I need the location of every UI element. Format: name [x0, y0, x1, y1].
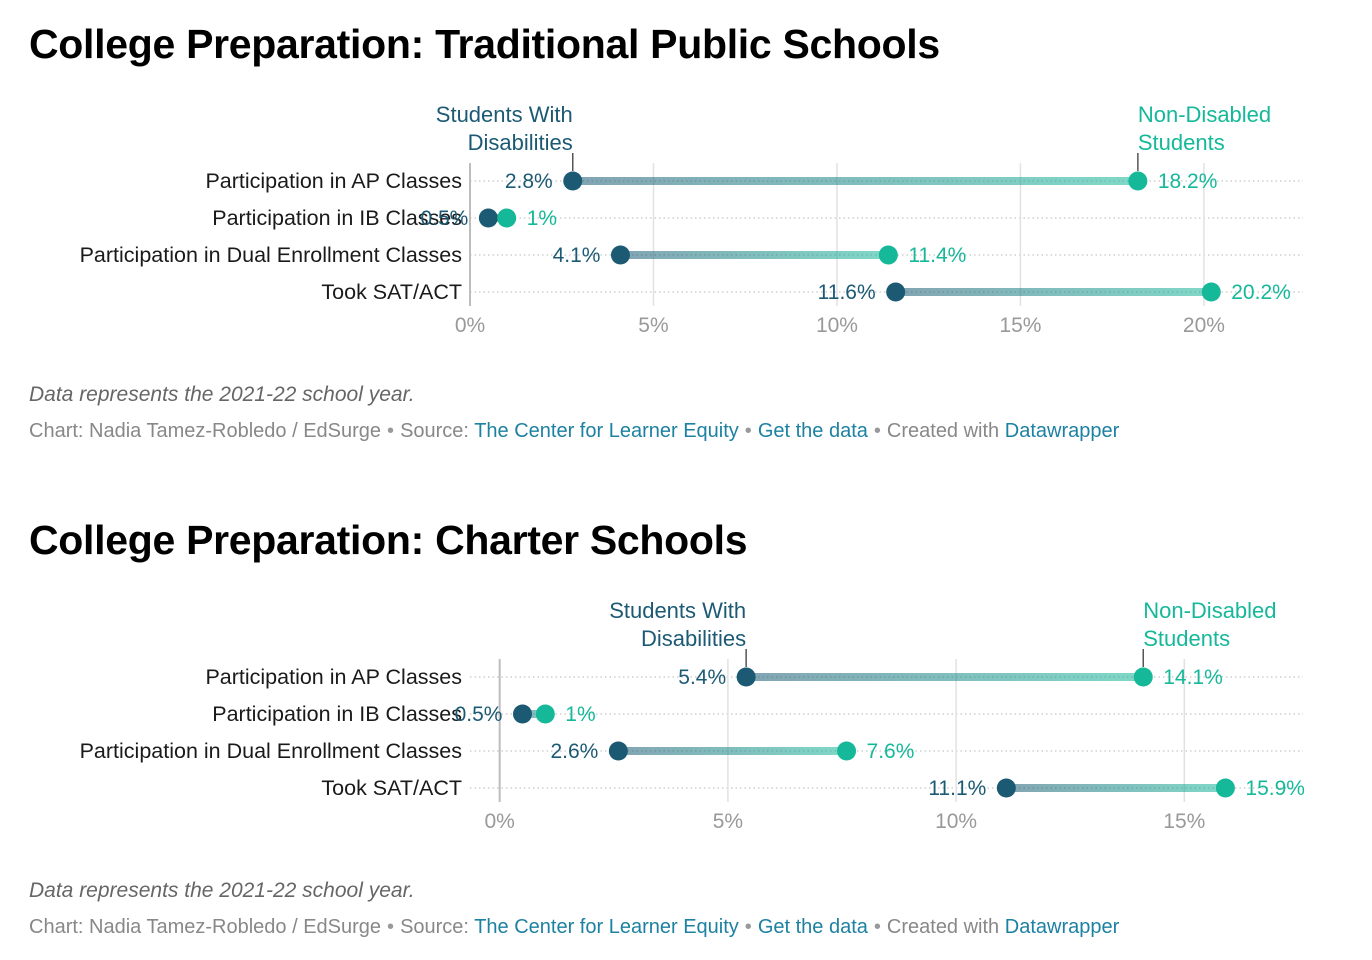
value-label-disabled: 2.8%	[505, 170, 553, 193]
dot-non-disabled-students[interactable]	[497, 208, 517, 228]
dot-students-with-disabilities[interactable]	[608, 741, 628, 761]
dot-non-disabled-students[interactable]	[837, 741, 857, 761]
legend-students-with-disabilities: Disabilities	[468, 130, 573, 155]
value-label-disabled: 0.5%	[455, 703, 503, 726]
category-label: Participation in Dual Enrollment Classes	[80, 243, 462, 267]
x-tick-label: 10%	[816, 314, 858, 337]
range-bar	[572, 177, 1138, 185]
legend-non-disabled-students: Students	[1143, 626, 1230, 651]
created-prefix: Created with	[886, 916, 1000, 938]
footer-separator: •	[744, 420, 752, 442]
range-bar	[618, 747, 847, 755]
chart-credit: Chart: Nadia Tamez-Robledo / EdSurge	[29, 420, 382, 442]
x-tick-label: 15%	[1163, 810, 1205, 833]
legend-students-with-disabilities: Students With	[436, 102, 573, 127]
category-label: Participation in IB Classes	[212, 206, 462, 230]
chart-credit: Chart: Nadia Tamez-Robledo / EdSurge	[29, 916, 382, 938]
dot-non-disabled-students[interactable]	[535, 704, 555, 724]
footer-separator: •	[873, 420, 881, 442]
value-label-non-disabled: 1%	[527, 207, 557, 230]
category-label: Participation in AP Classes	[205, 169, 462, 193]
range-bar	[620, 251, 889, 259]
chart-charter-schools: College Preparation: Charter Schools 0% 5…	[0, 496, 1372, 960]
category-label: Participation in AP Classes	[205, 665, 462, 689]
range-bar	[746, 673, 1144, 681]
legend-non-disabled-students: Non-Disabled	[1138, 102, 1271, 127]
category-label: Participation in IB Classes	[212, 702, 462, 726]
dot-non-disabled-students[interactable]	[878, 245, 898, 265]
chart-title: College Preparation: Traditional Public …	[29, 21, 940, 67]
get-data-link[interactable]: Get the data	[757, 916, 868, 938]
get-data-link[interactable]: Get the data	[757, 420, 868, 442]
dot-students-with-disabilities[interactable]	[563, 171, 583, 191]
value-label-disabled: 2.6%	[550, 740, 598, 763]
legend-non-disabled-students: Students	[1138, 130, 1225, 155]
dot-range-plot: 0% 5% 10% 15% 20% Participation in AP Classes…	[80, 102, 1303, 337]
value-label-disabled: 4.1%	[553, 244, 601, 267]
footer-separator: •	[873, 916, 881, 938]
range-bar	[522, 710, 546, 718]
category-label: Participation in Dual Enrollment Classes	[80, 739, 462, 763]
dot-students-with-disabilities[interactable]	[610, 245, 630, 265]
dot-range-plot: 0% 5% 10% 15% Participation in AP Classes Par…	[80, 598, 1305, 833]
x-tick-label: 5%	[638, 314, 668, 337]
value-label-disabled: 11.1%	[928, 777, 986, 800]
value-label-disabled: 11.6%	[818, 281, 876, 304]
datawrapper-link[interactable]: Datawrapper	[1004, 916, 1120, 938]
source-link[interactable]: The Center for Learner Equity	[474, 916, 739, 938]
value-label-non-disabled: 14.1%	[1163, 666, 1223, 689]
value-label-non-disabled: 15.9%	[1245, 777, 1305, 800]
x-tick-label: 5%	[713, 810, 743, 833]
dot-students-with-disabilities[interactable]	[736, 667, 756, 687]
datawrapper-link[interactable]: Datawrapper	[1004, 420, 1120, 442]
x-tick-label: 20%	[1183, 314, 1225, 337]
value-label-disabled: 0.5%	[420, 207, 468, 230]
value-label-non-disabled: 7.6%	[867, 740, 915, 763]
source-prefix: Source:	[400, 420, 469, 442]
x-tick-label: 10%	[935, 810, 977, 833]
dot-students-with-disabilities[interactable]	[512, 704, 532, 724]
legend-non-disabled-students: Non-Disabled	[1143, 598, 1276, 623]
dot-students-with-disabilities[interactable]	[478, 208, 498, 228]
dot-non-disabled-students[interactable]	[1215, 778, 1235, 798]
chart-footer: Chart: Nadia Tamez-Robledo / EdSurge • Sou…	[29, 420, 1119, 443]
footer-separator: •	[387, 420, 395, 442]
x-tick-label: 0%	[455, 314, 485, 337]
source-link[interactable]: The Center for Learner Equity	[474, 420, 739, 442]
footer-separator: •	[387, 916, 395, 938]
chart-traditional-public-schools: College Preparation: Traditional Public …	[29, 21, 1303, 443]
category-label: Took SAT/ACT	[321, 280, 462, 304]
range-bar	[1006, 784, 1226, 792]
x-tick-label: 0%	[484, 810, 514, 833]
legend-students-with-disabilities: Students With	[609, 598, 746, 623]
dot-non-disabled-students[interactable]	[1133, 667, 1153, 687]
source-prefix: Source:	[400, 916, 469, 938]
value-label-non-disabled: 11.4%	[908, 244, 966, 267]
dot-students-with-disabilities[interactable]	[886, 282, 906, 302]
chart-footer: Chart: Nadia Tamez-Robledo / EdSurge • Sou…	[29, 916, 1119, 939]
dot-non-disabled-students[interactable]	[1201, 282, 1221, 302]
chart-note: Data represents the 2021-22 school year.	[29, 879, 415, 902]
value-label-non-disabled: 1%	[565, 703, 595, 726]
dot-students-with-disabilities[interactable]	[996, 778, 1016, 798]
value-label-non-disabled: 18.2%	[1158, 170, 1218, 193]
legend-students-with-disabilities: Disabilities	[641, 626, 746, 651]
chart-title: College Preparation: Charter Schools	[29, 517, 748, 563]
chart-note: Data represents the 2021-22 school year.	[29, 383, 415, 406]
created-prefix: Created with	[886, 420, 1000, 442]
x-tick-label: 15%	[999, 314, 1041, 337]
value-label-non-disabled: 20.2%	[1231, 281, 1291, 304]
value-label-disabled: 5.4%	[678, 666, 726, 689]
range-bar	[895, 288, 1212, 296]
footer-separator: •	[744, 916, 752, 938]
category-label: Took SAT/ACT	[321, 776, 462, 800]
dot-non-disabled-students[interactable]	[1128, 171, 1148, 191]
